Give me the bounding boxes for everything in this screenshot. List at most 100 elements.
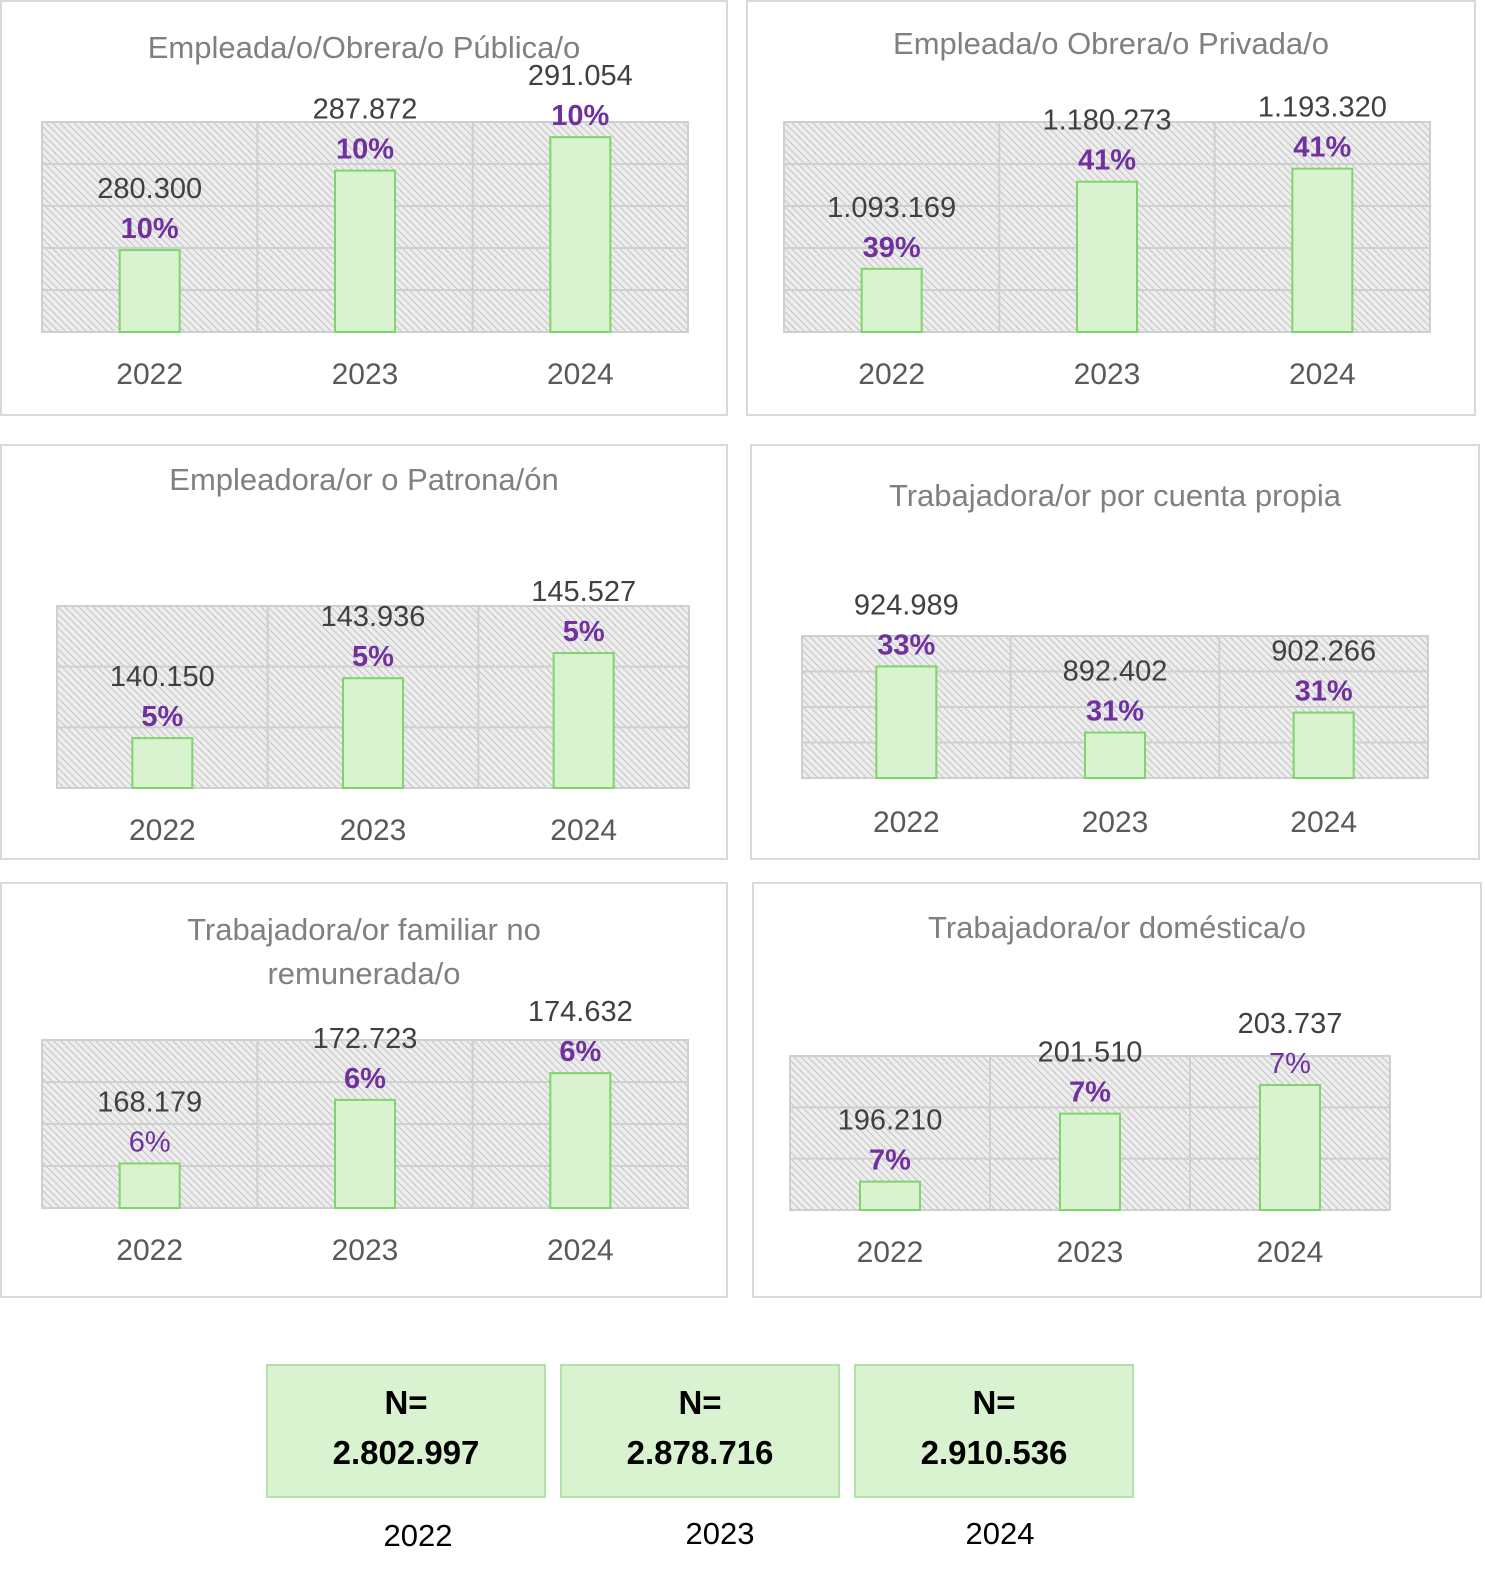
total-value: 2.878.716 xyxy=(626,1434,774,1471)
chart-panel-empleada-publica: Empleada/o/Obrera/o Pública/o 10% 280.300… xyxy=(0,0,728,416)
value-label: 291.054 xyxy=(528,60,633,92)
bar-2024 xyxy=(552,652,615,789)
value-label: 1.093.169 xyxy=(827,192,956,224)
value-label: 174.632 xyxy=(528,996,633,1028)
percent-label: 5% xyxy=(563,616,605,648)
value-label: 168.179 xyxy=(97,1086,202,1118)
percent-label: 7% xyxy=(1269,1048,1311,1080)
x-tick-label: 2022 xyxy=(116,1234,183,1267)
bar-2024 xyxy=(549,1072,612,1209)
x-tick-label: 2022 xyxy=(116,358,183,391)
chart-panel-empleada-privada: Empleada/o Obrera/o Privada/o 39% 1.093.1… xyxy=(746,0,1476,416)
bar-chart: 39% 1.093.169 2022 41% 1.180.273 2023 41% 1.193… xyxy=(783,92,1431,391)
bar-2023 xyxy=(334,1098,396,1210)
x-tick-label: 2023 xyxy=(332,1234,399,1267)
bar-2024 xyxy=(1292,711,1355,779)
x-tick-label: 2023 xyxy=(340,814,407,847)
value-label: 196.210 xyxy=(838,1105,943,1137)
bar-2024 xyxy=(1291,167,1354,333)
chart-panel-empleadora-patrona: Empleadora/or o Patrona/ón 5% 140.150 2022… xyxy=(0,444,728,860)
value-label: 902.266 xyxy=(1271,636,1376,668)
value-label: 287.872 xyxy=(313,94,418,126)
value-label: 145.527 xyxy=(531,576,636,608)
percent-label: 33% xyxy=(877,629,935,661)
value-label: 140.150 xyxy=(110,661,215,693)
bar-2023 xyxy=(1059,1112,1121,1212)
x-tick-label: 2024 xyxy=(547,1234,614,1267)
value-label: 172.723 xyxy=(313,1023,418,1055)
value-label: 1.180.273 xyxy=(1042,105,1171,137)
percent-label: 31% xyxy=(1295,676,1353,708)
value-label: 924.989 xyxy=(854,589,959,621)
bar-chart: 33% 924.989 2022 31% 892.402 2023 31% 902.266 20… xyxy=(801,589,1429,839)
total-value: 2.910.536 xyxy=(920,1434,1068,1471)
percent-label: 31% xyxy=(1086,696,1144,728)
bar-chart: 10% 280.300 2022 10% 287.872 2023 10% 291.054 20… xyxy=(41,60,689,391)
bar-2023 xyxy=(1076,180,1138,333)
bar-2024 xyxy=(1259,1084,1321,1212)
chart-panel-familiar-no-remunerada: Trabajadora/or familiar no remunerada/o … xyxy=(0,882,728,1298)
bar-chart: 5% 140.150 2022 5% 143.936 2023 5% 145.527 2024 xyxy=(56,576,690,847)
x-tick-label: 2024 xyxy=(1289,358,1356,391)
percent-label: 5% xyxy=(141,701,183,733)
chart-panel-cuenta-propia: Trabajadora/or por cuenta propia 33% 924.… xyxy=(750,444,1480,860)
chart-title: Trabajadora/or familiar no remunerada/o xyxy=(187,912,541,991)
bar-2023 xyxy=(1084,731,1146,779)
bar-2022 xyxy=(875,665,938,779)
bar-2023 xyxy=(334,169,396,333)
x-tick-label: 2024 xyxy=(1290,806,1357,839)
total-box-2023: N= 2.878.716 xyxy=(560,1364,840,1498)
total-year-2022: 2022 xyxy=(383,1518,453,1553)
x-tick-label: 2022 xyxy=(873,806,940,839)
x-tick-label: 2024 xyxy=(550,814,617,847)
percent-label: 41% xyxy=(1293,132,1351,164)
total-value: 2.802.997 xyxy=(332,1434,480,1471)
chart-title: Empleada/o Obrera/o Privada/o xyxy=(893,26,1329,61)
x-tick-label: 2023 xyxy=(1074,358,1141,391)
total-box-2024: N= 2.910.536 xyxy=(854,1364,1134,1498)
bar-2022 xyxy=(860,267,923,333)
chart-title: Trabajadora/or doméstica/o xyxy=(928,910,1306,945)
x-tick-label: 2023 xyxy=(1057,1236,1124,1269)
percent-label: 10% xyxy=(551,100,609,132)
x-tick-label: 2024 xyxy=(1257,1236,1324,1269)
value-label: 201.510 xyxy=(1038,1037,1143,1069)
bar-2023 xyxy=(342,677,404,789)
bar-chart: 6% 168.179 2022 6% 172.723 2023 6% 174.632 2024 xyxy=(41,996,689,1267)
x-tick-label: 2022 xyxy=(858,358,925,391)
percent-label: 10% xyxy=(121,213,179,245)
total-box-2022: N= 2.802.997 xyxy=(266,1364,546,1498)
total-label: N= xyxy=(384,1384,428,1421)
chart-panel-domestica: Trabajadora/or doméstica/o 7% 196.210 2022… xyxy=(752,882,1482,1298)
bar-2022 xyxy=(859,1180,921,1212)
percent-label: 7% xyxy=(869,1145,911,1177)
percent-label: 10% xyxy=(336,134,394,166)
value-label: 1.193.320 xyxy=(1258,92,1387,124)
percent-label: 6% xyxy=(344,1063,386,1095)
percent-label: 6% xyxy=(559,1036,601,1068)
x-tick-label: 2022 xyxy=(857,1236,924,1269)
total-label: N= xyxy=(972,1384,1016,1421)
x-tick-label: 2024 xyxy=(547,358,614,391)
chart-title: Empleadora/or o Patrona/ón xyxy=(169,462,559,497)
bar-2022 xyxy=(131,737,194,789)
value-label: 892.402 xyxy=(1063,656,1168,688)
chart-title: Trabajadora/or por cuenta propia xyxy=(888,478,1342,513)
value-label: 280.300 xyxy=(97,173,202,205)
bar-2022 xyxy=(118,1162,181,1209)
percent-label: 6% xyxy=(129,1126,171,1158)
value-label: 203.737 xyxy=(1238,1008,1343,1040)
percent-label: 41% xyxy=(1078,145,1136,177)
value-label: 143.936 xyxy=(321,601,426,633)
total-year-2024: 2024 xyxy=(965,1516,1035,1551)
percent-label: 39% xyxy=(863,232,921,264)
x-tick-label: 2023 xyxy=(1082,806,1149,839)
chart-title: Empleada/o/Obrera/o Pública/o xyxy=(147,30,581,65)
x-tick-label: 2022 xyxy=(129,814,196,847)
percent-label: 5% xyxy=(352,641,394,673)
percent-label: 7% xyxy=(1069,1077,1111,1109)
total-label: N= xyxy=(678,1384,722,1421)
bar-2024 xyxy=(549,136,612,333)
total-year-2023: 2023 xyxy=(685,1516,755,1551)
x-tick-label: 2023 xyxy=(332,358,399,391)
